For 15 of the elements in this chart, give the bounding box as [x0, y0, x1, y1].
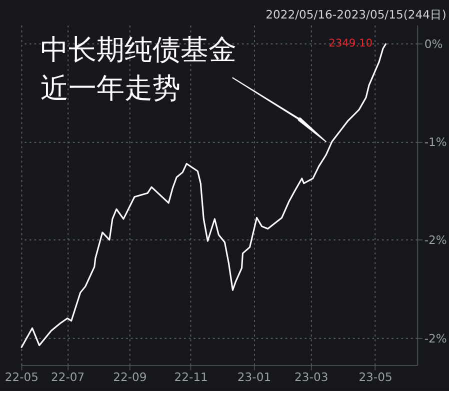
- text: 中长期纯债基金: [40, 32, 237, 66]
- x-tick-label: 22-07: [51, 370, 85, 384]
- y-tick-label: -2%: [424, 331, 447, 346]
- x-tick-label: 23-05: [358, 370, 392, 384]
- chart-subtitle: 2022/05/16-2023/05/15(244日): [266, 7, 446, 22]
- x-tick-label: 22-09: [113, 370, 147, 384]
- x-tick-label: 23-01: [237, 370, 272, 384]
- y-tick-label: 0%: [424, 36, 443, 51]
- x-tick-label: 23-03: [294, 370, 328, 384]
- y-tick-label: -2%: [424, 233, 447, 248]
- y-tick-label: -1%: [424, 134, 447, 149]
- annotation: 2349.10: [328, 36, 373, 50]
- text: 近一年走势: [40, 71, 181, 104]
- x-tick-label: 22-11: [174, 370, 208, 384]
- x-tick-label: 22-05: [4, 370, 39, 384]
